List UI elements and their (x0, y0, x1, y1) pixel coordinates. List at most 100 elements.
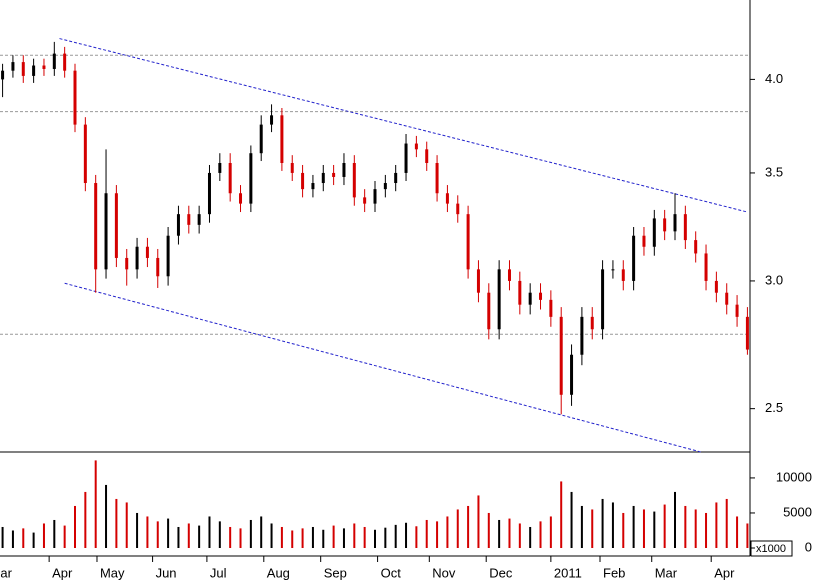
volume-bar (125, 502, 128, 548)
candle-body (497, 269, 501, 330)
volume-bar (105, 484, 108, 548)
y-tick-label: 3.5 (765, 164, 783, 179)
x-tick-label: Mar (655, 565, 678, 580)
volume-bar (539, 521, 542, 548)
candle-body (745, 316, 749, 350)
x-tick-label: Jun (156, 565, 177, 580)
candle-body (518, 280, 522, 305)
volume-bar (467, 505, 470, 548)
volume-bar (611, 502, 614, 548)
volume-bar (239, 528, 242, 548)
volume-unit-label: x1000 (756, 543, 786, 555)
volume-bar (249, 519, 252, 548)
volume-bar (270, 523, 273, 548)
candle-body (280, 115, 284, 164)
candle-body (239, 193, 243, 204)
volume-bar (187, 523, 190, 548)
x-tick-label: 2011 (554, 565, 582, 580)
candle-body (570, 354, 574, 395)
candle-body (125, 257, 129, 270)
candle-body (632, 235, 636, 281)
x-tick-label: May (100, 565, 125, 580)
y-tick-label: 4.0 (765, 71, 783, 86)
candle-body (145, 246, 149, 258)
y-tick-label: 10000 (776, 469, 812, 484)
volume-bar (156, 521, 159, 548)
candle-body (249, 153, 253, 204)
volume-bar (405, 522, 408, 548)
volume-bar (487, 512, 490, 548)
candle-body (207, 172, 211, 215)
volume-bar (136, 512, 139, 548)
volume-bar (311, 526, 314, 548)
candle-body (735, 304, 739, 317)
x-tick-label: Apr (52, 565, 73, 580)
candle-body (176, 214, 180, 236)
volume-bar (363, 526, 366, 548)
candle-body (42, 65, 46, 69)
volume-bar (322, 529, 325, 548)
candle-body (94, 183, 98, 270)
trend-line (59, 38, 748, 213)
candle-body (611, 269, 615, 271)
candle-body (425, 149, 429, 164)
volume-bar (425, 519, 428, 548)
volume-bar (560, 481, 563, 548)
volume-bar (436, 521, 439, 548)
volume-bar (394, 524, 397, 548)
candle-body (21, 62, 25, 76)
volume-bar (591, 509, 594, 548)
volume-bar (167, 518, 170, 548)
volume-bar (570, 491, 573, 548)
volume-bar (498, 519, 501, 548)
candle-body (11, 62, 15, 71)
candle-body (673, 214, 677, 232)
volume-bar (632, 505, 635, 548)
y-tick-label: 0 (805, 539, 812, 554)
candle-body (539, 292, 543, 300)
volume-bar (32, 532, 35, 548)
candle-body (342, 163, 346, 177)
candle-body (663, 218, 667, 232)
candle-body (218, 163, 222, 173)
volume-bar (642, 509, 645, 548)
candle-body (32, 65, 36, 76)
candle-body (580, 316, 584, 355)
volume-bar (601, 498, 604, 548)
volume-bar (198, 525, 201, 548)
y-tick-label: 3.0 (765, 272, 783, 287)
candle-body (259, 124, 263, 154)
candle-body (621, 269, 625, 281)
x-tick-label: Dec (489, 565, 513, 580)
x-tick-label: Apr (714, 565, 735, 580)
candle-body (652, 218, 656, 247)
volume-bar (684, 505, 687, 548)
volume-bar (146, 516, 149, 548)
candle-body (228, 163, 232, 194)
candle-body (1, 70, 5, 80)
volume-bar (477, 495, 480, 548)
candle-body (83, 124, 87, 184)
volume-bar (1, 526, 4, 548)
candle-body (104, 193, 108, 270)
candle-body (476, 269, 480, 293)
volume-bar (74, 505, 76, 548)
volume-bar (736, 516, 739, 548)
y-tick-label: 5000 (783, 504, 812, 519)
volume-bar (94, 460, 97, 548)
candle-body (704, 253, 708, 281)
volume-bar (229, 526, 232, 548)
volume-bar (218, 521, 221, 548)
candle-body (466, 214, 470, 270)
volume-bar (508, 518, 511, 548)
volume-bar (674, 491, 676, 548)
volume-bar (622, 512, 625, 548)
volume-bar (177, 526, 180, 548)
candle-body (156, 257, 160, 277)
candle-body (52, 53, 56, 69)
candle-body (694, 240, 698, 254)
candle-body (332, 172, 336, 177)
candle-body (135, 246, 139, 270)
volume-bar (518, 523, 521, 548)
